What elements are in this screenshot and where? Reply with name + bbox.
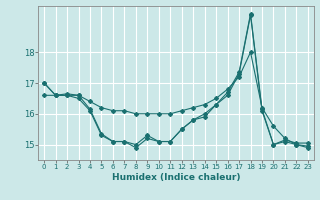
X-axis label: Humidex (Indice chaleur): Humidex (Indice chaleur) [112,173,240,182]
